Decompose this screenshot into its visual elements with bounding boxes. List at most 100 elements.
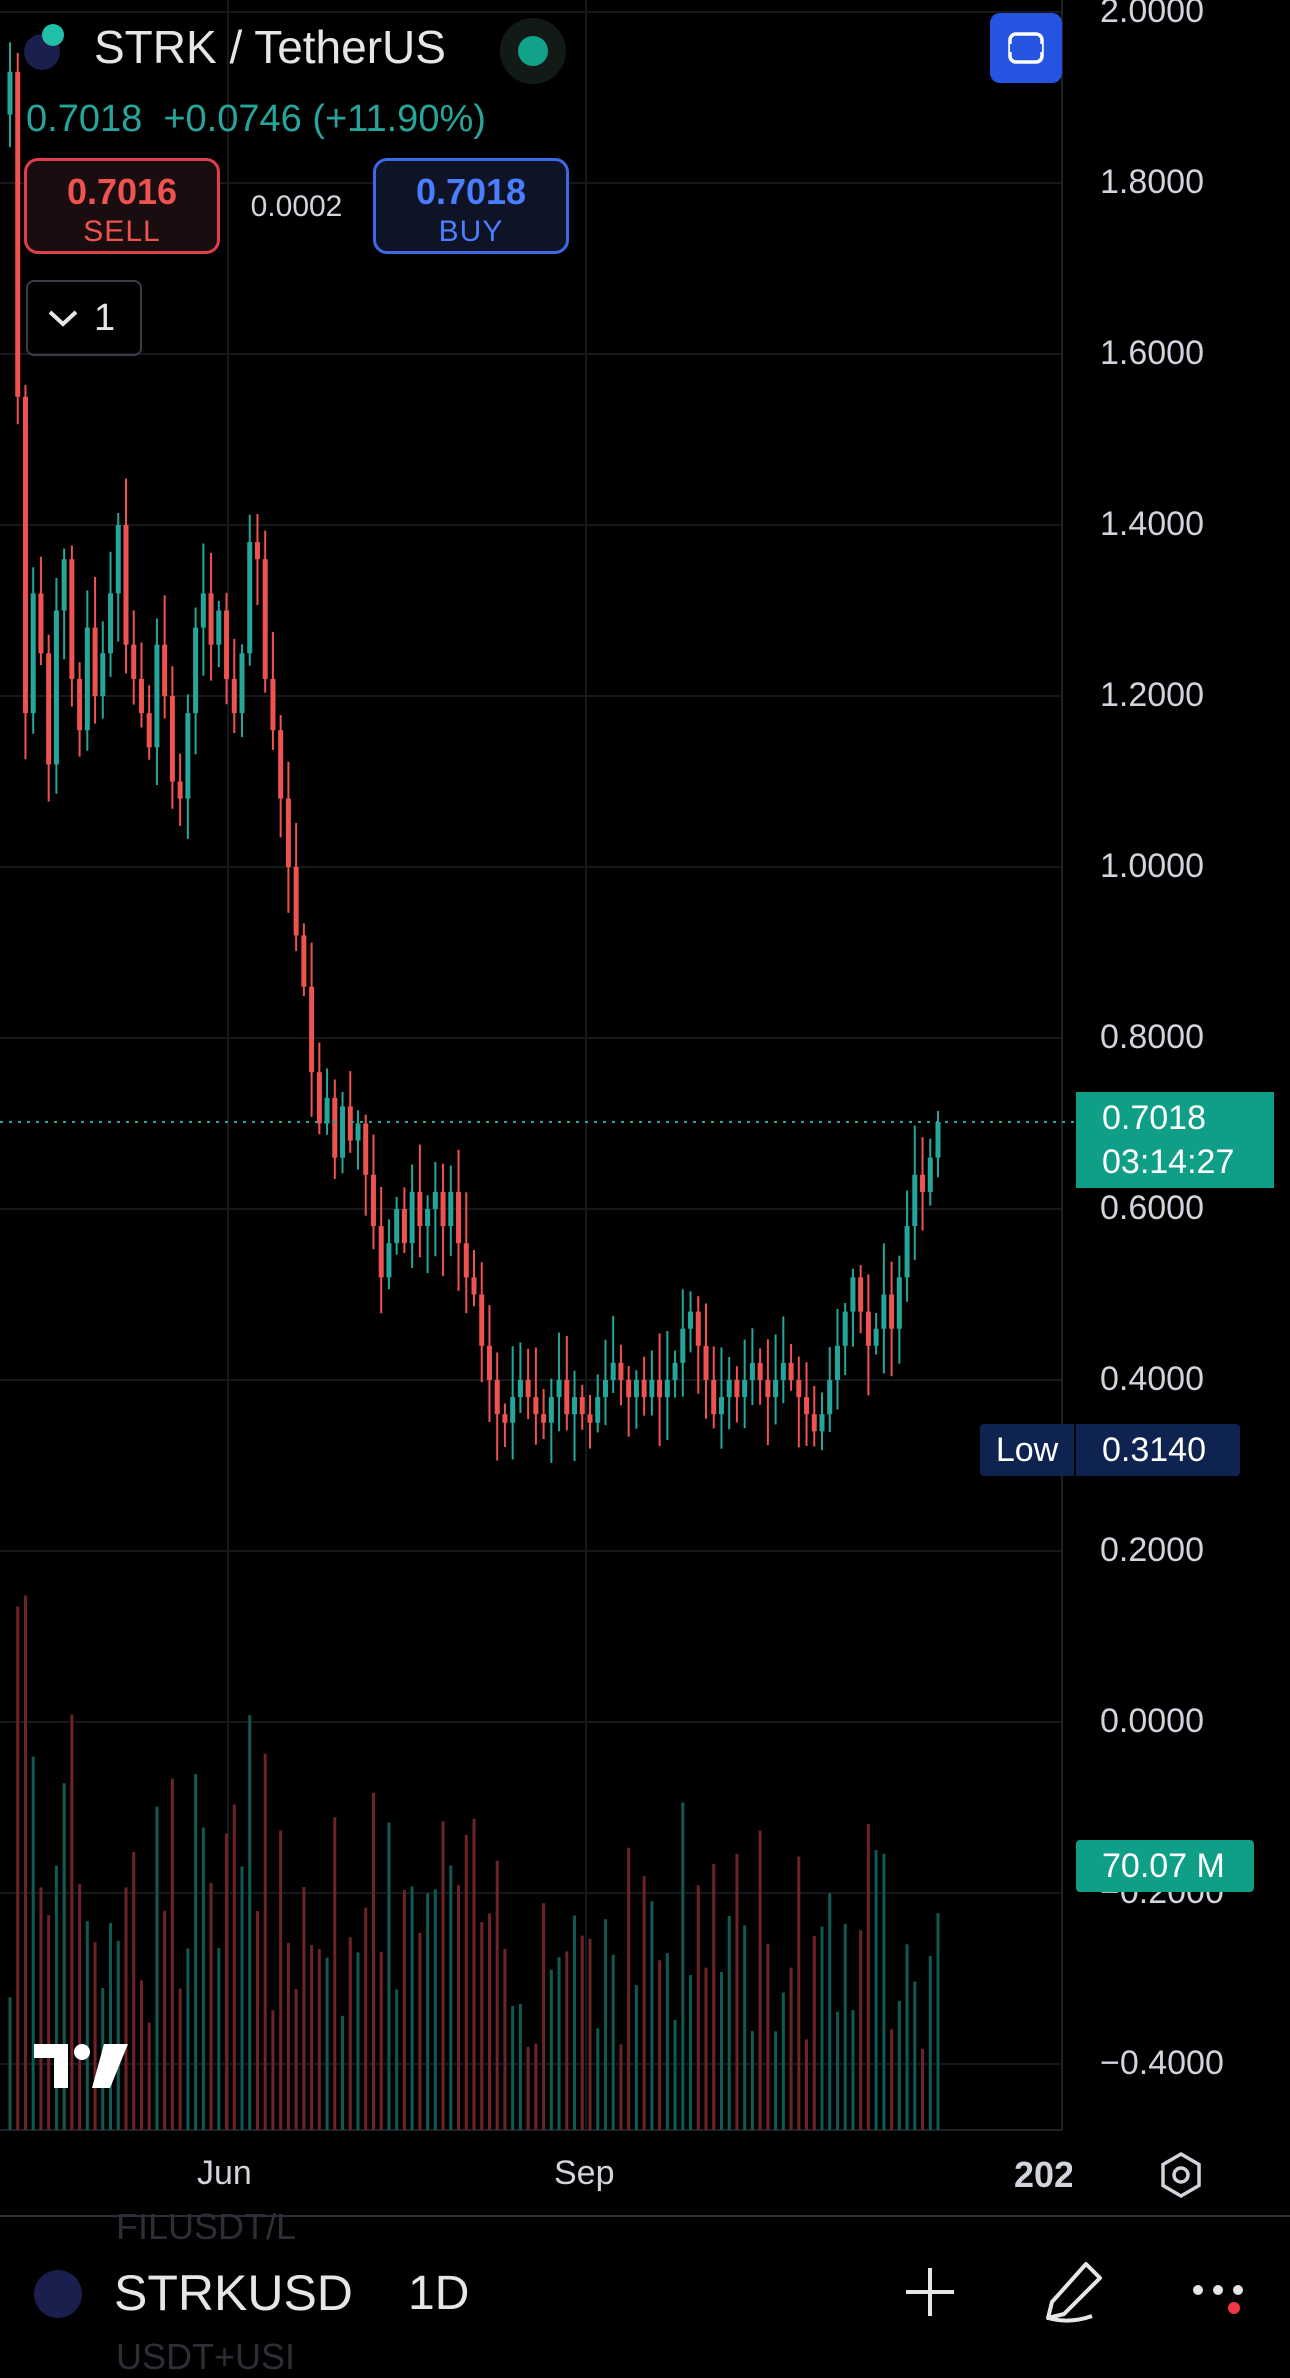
volume-bar	[580, 1935, 584, 2130]
candle-body	[216, 610, 222, 645]
bottom-toolbar	[0, 2215, 1290, 2372]
last-price-tag: 0.7018 03:14:27	[1076, 1092, 1274, 1188]
candle-body	[440, 1191, 446, 1227]
footer-symbol-selector[interactable]: STRKUSDT	[114, 2265, 354, 2321]
plus-icon[interactable]	[900, 2262, 960, 2322]
candle-body	[169, 696, 175, 782]
price-tick: 1.2000	[1100, 676, 1204, 714]
candle-body	[541, 1414, 547, 1423]
volume-bar	[70, 1714, 74, 2130]
candle-body	[131, 644, 137, 679]
volume-bar	[147, 2022, 151, 2130]
volume-bar	[240, 1866, 244, 2130]
candle-body	[827, 1380, 833, 1415]
sell-button[interactable]: 0.7016 SELL	[24, 158, 220, 254]
volume-bar	[209, 1882, 213, 2130]
candle-body	[564, 1380, 570, 1415]
volume-bar	[642, 1876, 646, 2130]
candle-body	[38, 593, 44, 654]
tradingview-logo-icon[interactable]	[32, 2040, 132, 2090]
volume-bar	[905, 1944, 909, 2130]
volume-bar	[921, 2048, 925, 2130]
candle-body	[595, 1397, 601, 1423]
more-icon[interactable]	[1190, 2276, 1250, 2316]
volume-bar	[116, 1940, 120, 2130]
volume-bar	[279, 1830, 283, 2130]
volume-bar	[913, 1981, 917, 2130]
candle-body	[53, 610, 59, 765]
price-tick: 1.6000	[1100, 334, 1204, 372]
candle-body	[664, 1380, 670, 1398]
volume-bar	[433, 1889, 437, 2130]
volume-bar	[186, 1948, 190, 2130]
volume-bar	[457, 1885, 461, 2130]
volume-bar	[139, 1980, 143, 2130]
candle-body	[517, 1380, 523, 1398]
candle-body	[796, 1380, 802, 1398]
timeframe-selector[interactable]: 1D	[408, 2267, 470, 2320]
volume-bar	[163, 1910, 167, 2130]
candle-body	[363, 1123, 369, 1175]
volume-bar	[781, 1992, 785, 2130]
volume-bar	[201, 1827, 205, 2130]
candle-body	[548, 1397, 554, 1423]
volume-bar	[132, 1851, 136, 2130]
volume-bar	[85, 1921, 89, 2130]
price-tick: 1.4000	[1100, 505, 1204, 543]
volume-bar	[464, 1834, 468, 2130]
volume-tag: 70.07 M	[1076, 1840, 1254, 1892]
symbol-title[interactable]: STRK / TetherUS	[94, 21, 446, 73]
volume-bar	[480, 1922, 484, 2130]
symbol-logo-icon[interactable]	[24, 24, 64, 70]
indicators-toggle-button[interactable]: 1	[26, 280, 142, 356]
volume-bar	[851, 2010, 855, 2130]
candle-body	[889, 1294, 895, 1329]
candle-body	[370, 1174, 376, 1227]
candle-body	[533, 1397, 539, 1415]
candle-body	[641, 1380, 647, 1398]
candle-body	[432, 1191, 438, 1209]
time-tick-year: 202	[1014, 2154, 1072, 2195]
volume-bar	[333, 1817, 337, 2130]
candle-body	[7, 71, 13, 115]
candle-body	[409, 1191, 415, 1244]
candle-body	[100, 653, 106, 696]
price-tick: 0.4000	[1100, 1360, 1204, 1398]
volume-bar	[248, 1715, 252, 2130]
volume-bar	[534, 2043, 538, 2130]
settings-icon[interactable]	[1156, 2150, 1206, 2200]
volume-bar	[719, 1971, 723, 2130]
fullscreen-icon[interactable]	[990, 13, 1062, 83]
volume-bar	[39, 1887, 43, 2130]
candle-body	[633, 1380, 639, 1398]
pencil-icon[interactable]	[1040, 2258, 1106, 2324]
volume-bar	[317, 1948, 321, 2130]
candle-body	[572, 1397, 578, 1415]
volume-bar	[379, 1951, 383, 2130]
volume-bar	[634, 1985, 638, 2130]
candle-body	[819, 1414, 825, 1432]
volume-bar	[743, 1925, 747, 2130]
volume-bar	[859, 1930, 863, 2130]
candle-body	[749, 1362, 755, 1380]
volume-bar	[704, 1967, 708, 2130]
volume-bar	[341, 2015, 345, 2130]
volume-bar	[170, 1778, 174, 2130]
candle-body	[448, 1191, 454, 1227]
candle-body	[347, 1106, 353, 1141]
candle-body	[742, 1380, 748, 1398]
buy-button[interactable]: 0.7018 BUY	[373, 158, 569, 254]
candle-body	[479, 1294, 485, 1346]
candle-body	[804, 1397, 810, 1415]
volume-bar	[874, 1850, 878, 2130]
candle-body	[711, 1380, 717, 1415]
sell-label: SELL	[83, 215, 161, 248]
price-tick: 2.0000	[1100, 0, 1204, 30]
volume-bar	[31, 1756, 35, 2130]
volume-bar	[395, 1989, 399, 2130]
candle-body	[378, 1226, 384, 1278]
volume-bar	[557, 1957, 561, 2130]
price-tick: 1.8000	[1100, 163, 1204, 201]
footer-symbol-logo-icon[interactable]	[34, 2270, 82, 2318]
